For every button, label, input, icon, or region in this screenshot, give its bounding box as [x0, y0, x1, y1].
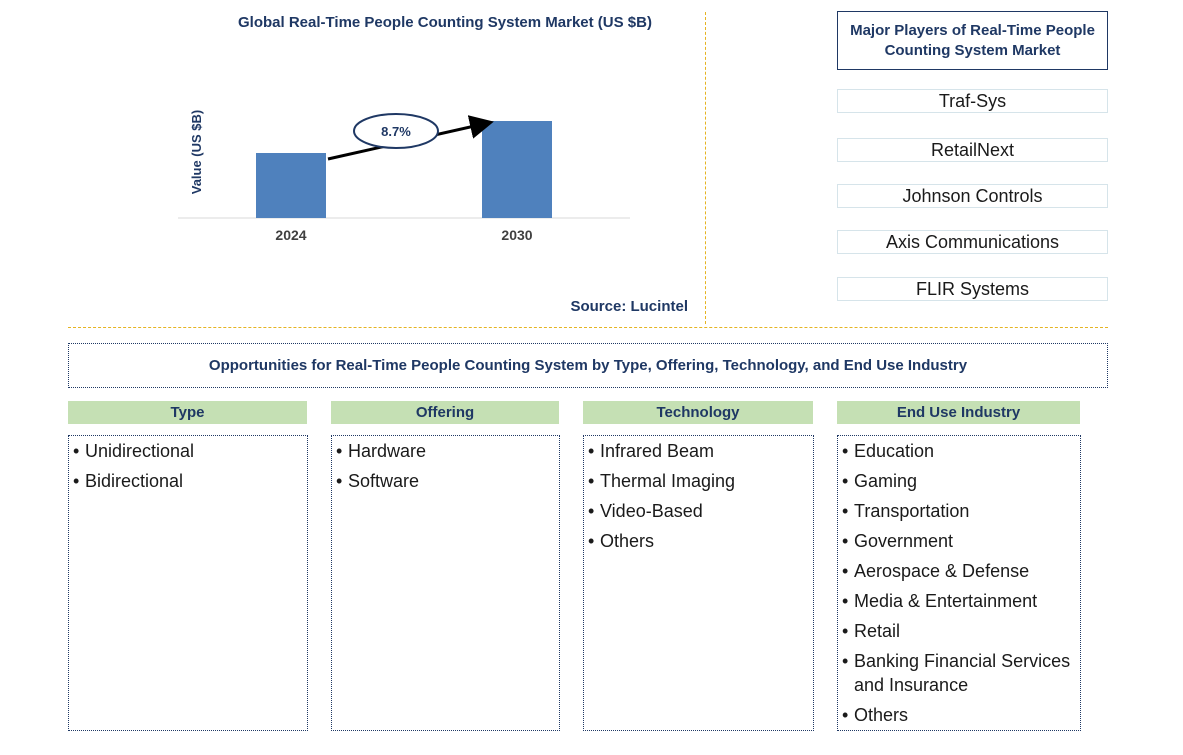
horizontal-divider [68, 327, 1108, 328]
player-item: RetailNext [837, 138, 1108, 162]
list-item: Others [842, 703, 1078, 727]
growth-annotation: 8.7% [327, 113, 494, 161]
source-label: Source: Lucintel [570, 298, 688, 315]
chart-title: Global Real-Time People Counting System … [238, 14, 652, 31]
list-item: Government [842, 529, 1078, 553]
list-item: Thermal Imaging [588, 469, 811, 493]
bar-2024 [256, 153, 326, 218]
y-axis-label: Value (US $B) [189, 110, 204, 195]
player-item: Traf-Sys [837, 89, 1108, 113]
player-item: Axis Communications [837, 230, 1108, 254]
bar-2030 [482, 121, 552, 218]
growth-rate-label: 8.7% [381, 124, 411, 139]
growth-ellipse [353, 113, 439, 149]
bar-chart: Value (US $B) 2024 2030 8.7% [178, 110, 630, 243]
list-item: Retail [842, 619, 1078, 643]
category-list-type: Unidirectional Bidirectional [68, 435, 308, 731]
list-item: Banking Financial Services and Insurance [842, 649, 1078, 697]
x-tick-label: 2024 [275, 227, 306, 243]
category-list-offering: Hardware Software [331, 435, 560, 731]
list-item: Transportation [842, 499, 1078, 523]
list-item: Video-Based [588, 499, 811, 523]
list-item: Software [336, 469, 557, 493]
list-item: Bidirectional [73, 469, 305, 493]
list-item: Education [842, 439, 1078, 463]
players-title: Major Players of Real-Time People Counti… [837, 11, 1108, 70]
category-list-technology: Infrared Beam Thermal Imaging Video-Based O… [583, 435, 814, 731]
list-item: Others [588, 529, 811, 553]
player-item: FLIR Systems [837, 277, 1108, 301]
category-header-technology: Technology [583, 401, 813, 424]
player-item: Johnson Controls [837, 184, 1108, 208]
category-list-end-use-industry: Education Gaming Transportation Government A… [837, 435, 1081, 731]
opportunities-title: Opportunities for Real-Time People Count… [68, 343, 1108, 388]
x-tick-label: 2030 [501, 227, 532, 243]
vertical-divider [705, 12, 706, 324]
list-item: Unidirectional [73, 439, 305, 463]
list-item: Infrared Beam [588, 439, 811, 463]
list-item: Hardware [336, 439, 557, 463]
list-item: Aerospace & Defense [842, 559, 1078, 583]
list-item: Media & Entertainment [842, 589, 1078, 613]
category-header-type: Type [68, 401, 307, 424]
list-item: Gaming [842, 469, 1078, 493]
category-header-offering: Offering [331, 401, 559, 424]
category-header-end-use-industry: End Use Industry [837, 401, 1080, 424]
